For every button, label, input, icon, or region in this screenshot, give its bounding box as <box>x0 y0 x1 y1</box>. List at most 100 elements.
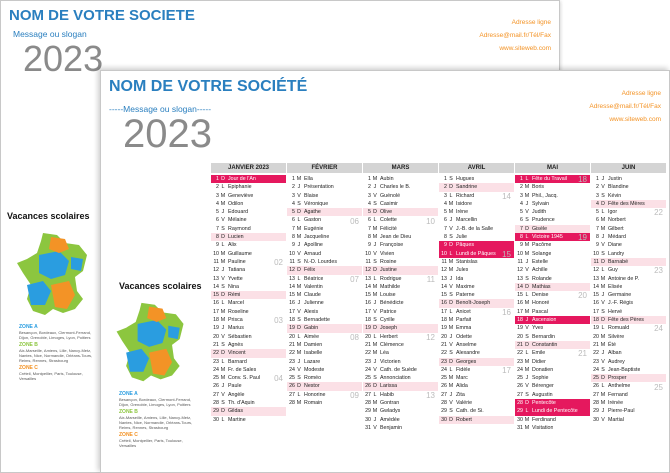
day-row: 18 S Cyrille <box>363 316 438 324</box>
weekday-letter: L <box>373 217 377 224</box>
day-row: 1 S Hugues <box>439 175 514 183</box>
day-number: 22 <box>289 350 295 357</box>
day-number: 5 <box>368 209 371 216</box>
day-number: 15 <box>593 292 599 299</box>
day-row: 30 D Robert <box>439 415 514 424</box>
saint-name: Sandrine <box>456 184 478 191</box>
day-row: 1 M Aubin <box>363 175 438 183</box>
saint-name: N.-D. Lourdes <box>304 258 337 265</box>
weekday-letter: S <box>449 408 453 415</box>
day-row: 2 L Epiphanie <box>211 183 286 191</box>
saint-name: Igor <box>608 209 618 216</box>
day-number: 3 <box>292 192 295 199</box>
saint-name: Anthelme <box>608 383 631 390</box>
day-number: 10 <box>289 250 295 257</box>
day-number: 10 <box>213 250 219 257</box>
day-row: 5 J Edouard <box>211 208 286 216</box>
weekday-letter: D <box>373 267 377 274</box>
weekday-letter: M <box>296 225 302 232</box>
weekday-letter: M <box>220 258 226 265</box>
saint-name: Jean-Baptiste <box>608 366 641 373</box>
weekday-letter: V <box>373 308 377 315</box>
weekday-letter: J <box>525 375 529 382</box>
saint-name: Elisée <box>608 283 623 290</box>
saint-name: Gildas <box>228 408 244 415</box>
day-row: 24 S Jean-Baptiste <box>591 366 666 374</box>
weekday-letter: S <box>601 366 605 373</box>
saint-name: Paterne <box>456 292 475 299</box>
day-row: 27 M Fernand <box>591 391 666 399</box>
day-row: 23 D Georges <box>439 357 514 366</box>
weekday-letter: D <box>221 234 225 241</box>
day-number: 9 <box>596 242 599 249</box>
day-number: 16 <box>289 300 295 307</box>
day-number: 23 <box>441 358 447 365</box>
weekday-letter: S <box>221 400 225 407</box>
day-row: 11 M Pauline <box>211 258 286 266</box>
weekday-letter: L <box>525 234 529 241</box>
day-number: 3 <box>444 192 447 199</box>
weekday-letter: M <box>296 283 302 290</box>
zone-c-desc: Créteil, Montpellier, Paris, Toulouse, V… <box>19 371 83 381</box>
zone-a-label: ZONE A <box>119 391 138 397</box>
weekday-letter: M <box>372 234 378 241</box>
day-number: 23 <box>593 358 599 365</box>
day-row: 26 M Alida <box>439 382 514 390</box>
day-number: 6 <box>520 217 523 224</box>
day-row: 16 J Julienne <box>287 299 362 307</box>
day-row: 28 D Pentecôte <box>515 399 590 408</box>
weekday-letter: V <box>525 325 529 332</box>
zone-a-desc: Besançon, Bordeaux, Clermont-Ferrand, Di… <box>19 330 92 340</box>
day-row: 12 D Félix <box>287 266 362 275</box>
saint-name: Guillaume <box>228 250 252 257</box>
day-number: 28 <box>593 400 599 407</box>
weekday-letter: L <box>601 209 605 216</box>
day-row: 14 S Nina <box>211 283 286 291</box>
day-number: 12 <box>289 267 295 274</box>
day-row: 31 M Visitation <box>515 424 590 432</box>
weekday-letter: S <box>297 258 301 265</box>
saint-name: Marcel <box>228 300 244 307</box>
weekday-letter: D <box>525 225 529 232</box>
weekday-letter: V <box>221 217 225 224</box>
day-row: 18 S Bernadette <box>287 316 362 324</box>
saint-name: Alexandre <box>456 350 480 357</box>
day-number: 16 <box>365 300 371 307</box>
saint-name: Georges <box>456 358 477 365</box>
day-number: 24 <box>365 366 371 373</box>
day-row: 5 V Judith <box>515 208 590 216</box>
day-number: 8 <box>292 234 295 241</box>
company-name: NOM DE VOTRE SOCIETE <box>9 7 195 24</box>
saint-name: Irène <box>456 209 469 216</box>
saint-name: Anicet <box>456 308 471 315</box>
day-row: 15 M Louise <box>363 291 438 299</box>
saint-name: Bénédicte <box>380 300 404 307</box>
day-row: 17 M Roseline <box>211 308 286 316</box>
saint-name: Diane <box>608 242 622 249</box>
day-number: 17 <box>517 308 523 315</box>
weekday-letter: M <box>524 250 530 257</box>
weekday-letter: V <box>449 283 453 290</box>
day-row: 3 V Blaise <box>287 192 362 200</box>
saint-name: J.-B. de la Salle <box>456 225 494 232</box>
saint-name: Ascension <box>532 317 557 324</box>
day-row: 12 J Tatiana <box>211 266 286 274</box>
weekday-letter: D <box>601 200 605 207</box>
month-grid: JANVIER 2023 1 D Jour de l'An 2 L Epiphanie 3 M G… <box>211 163 667 432</box>
day-number: 1 <box>444 176 447 182</box>
weekday-letter: M <box>600 341 606 348</box>
day-row: 11 S N.-D. Lourdes <box>287 258 362 266</box>
saint-name: Amédée <box>380 416 400 423</box>
zone-b-desc: Aix-Marseille, Amiens, Lille, Nancy-Metz… <box>119 415 193 430</box>
day-row: 21 M Été <box>591 341 666 349</box>
saint-name: Judith <box>532 209 547 216</box>
weekday-letter: J <box>373 300 377 307</box>
day-number: 27 <box>365 391 371 398</box>
saint-name: Marcellin <box>456 217 478 224</box>
day-row: 28 V Valérie <box>439 399 514 407</box>
weekday-letter: S <box>601 308 605 315</box>
saint-name: Modeste <box>304 366 325 373</box>
day-row: 6 J Marcellin <box>439 216 514 224</box>
zone-c-label: ZONE C <box>19 365 38 371</box>
saint-name: Constantin <box>532 341 558 348</box>
